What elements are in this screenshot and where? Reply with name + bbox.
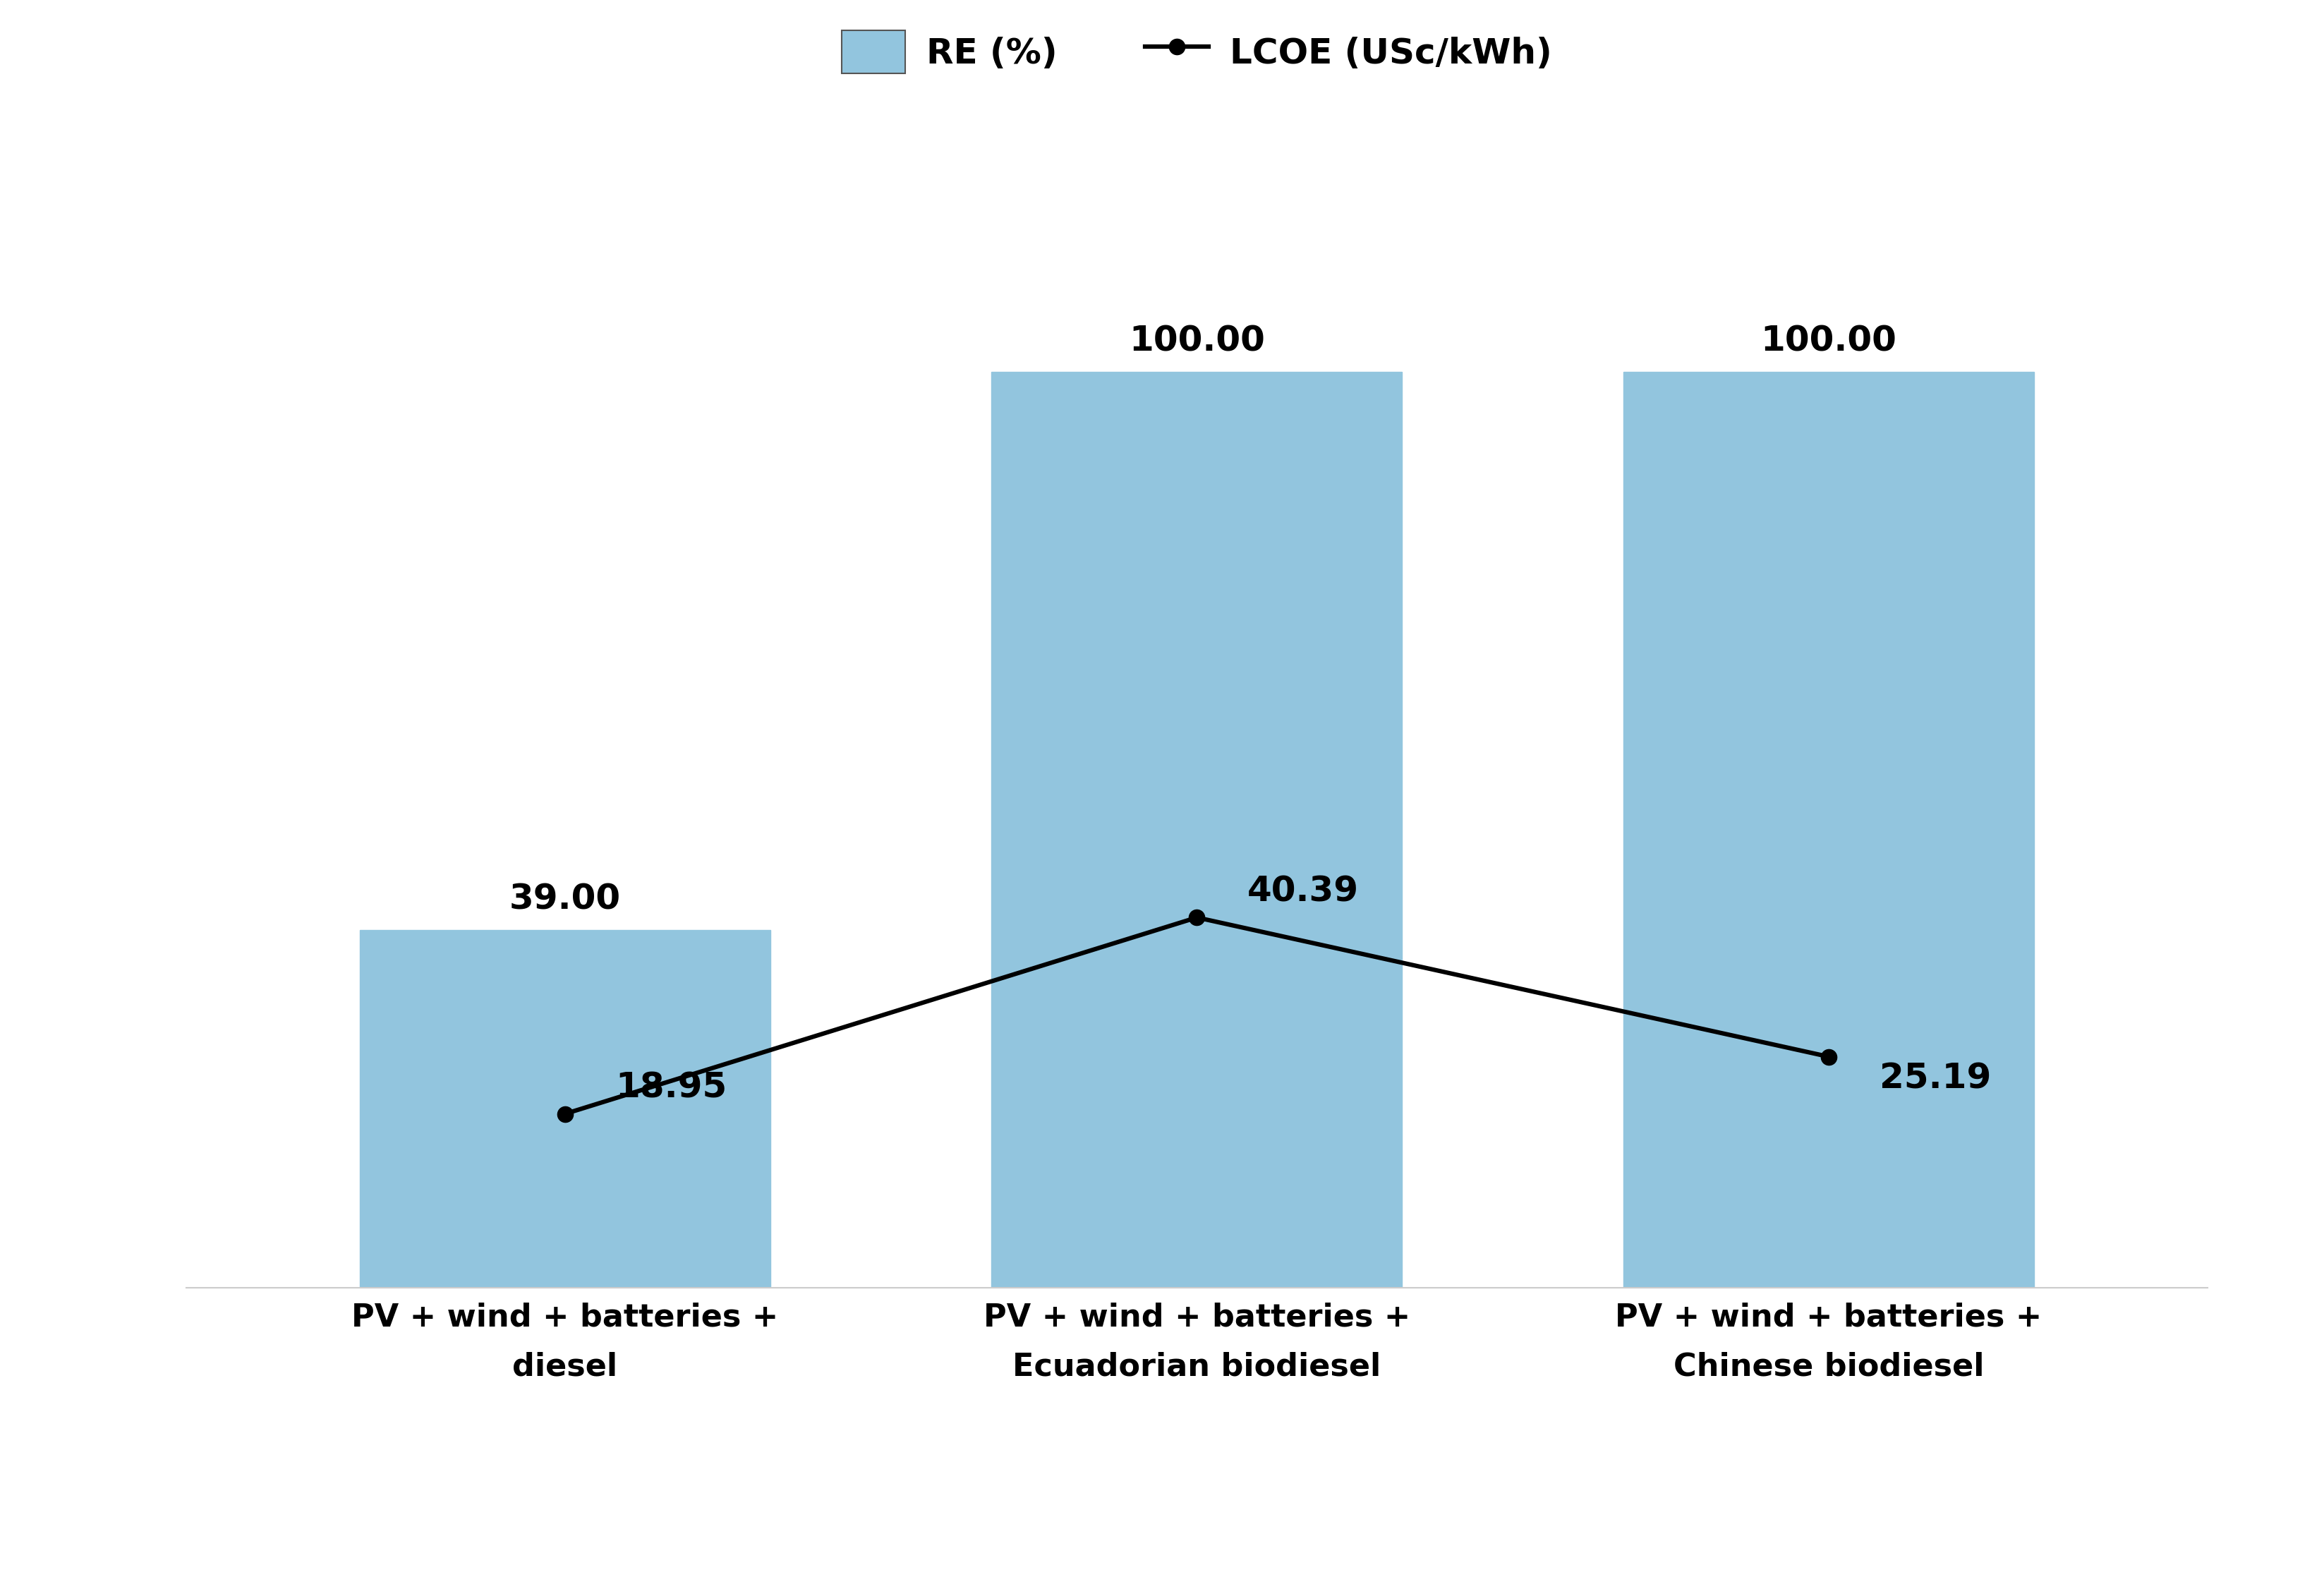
Text: 40.39: 40.39 <box>1248 874 1360 909</box>
Text: 25.19: 25.19 <box>1880 1061 1992 1096</box>
Bar <box>1624 372 2034 1287</box>
Bar <box>992 372 1401 1287</box>
Text: 39.00: 39.00 <box>509 882 621 917</box>
Text: 100.00: 100.00 <box>1129 323 1264 358</box>
Bar <box>360 929 769 1287</box>
Legend: RE (%), LCOE (USc/kWh): RE (%), LCOE (USc/kWh) <box>841 30 1552 74</box>
Text: 18.95: 18.95 <box>616 1071 727 1105</box>
Text: 100.00: 100.00 <box>1762 323 1896 358</box>
